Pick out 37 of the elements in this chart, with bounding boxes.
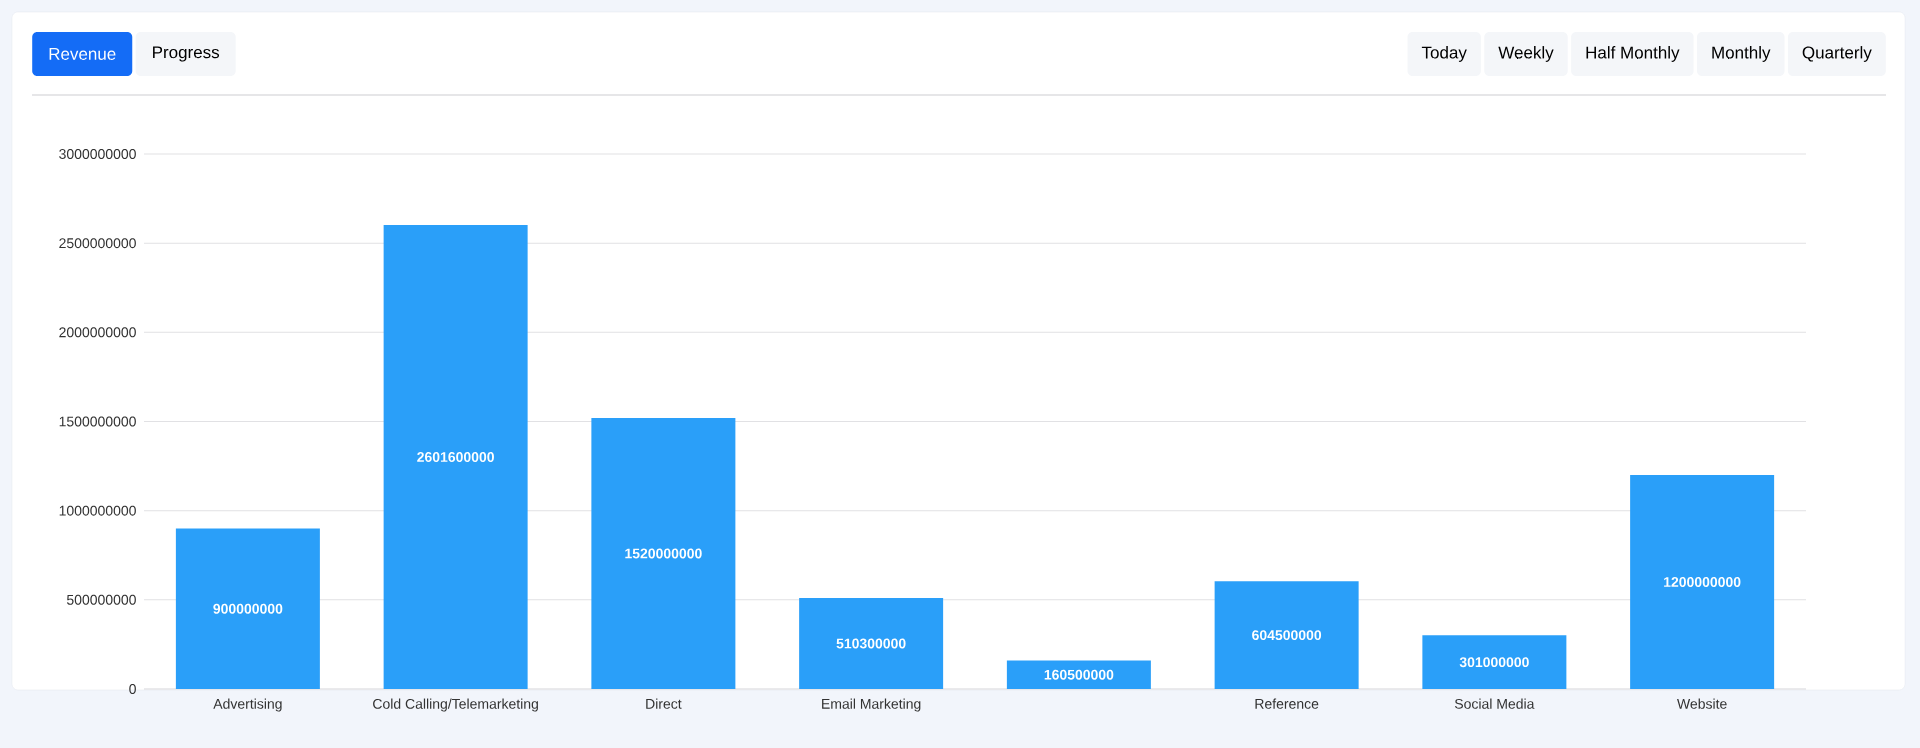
text: Today [1421,46,1467,62]
bar [799,598,944,689]
x-tick-label: Reference [1255,698,1319,709]
bar [175,528,320,689]
text: Revenue [49,48,116,60]
y-tick-label: 500000000 [66,594,136,605]
data-label: 510300000 [836,638,906,649]
y-tick-label: 2000000000 [59,327,136,338]
y-tick-label: 3000000000 [59,149,136,159]
y-tick-label: 1500000000 [59,416,136,427]
x-tick-label: Email Marketing [822,698,921,712]
bar [1422,635,1567,689]
x-tick-label: Direct [646,698,682,709]
text: Weekly [1498,46,1554,62]
text: Progress [153,46,220,62]
data-label: 1200000000 [1664,577,1741,587]
text: Monthly [1712,46,1771,62]
x-tick-label: Cold Calling/Telemarketing [373,698,538,712]
bar [383,225,528,689]
data-label: 160500000 [1044,669,1114,680]
bar [591,417,736,689]
text: Half Monthly [1586,46,1680,62]
text: Quarterly [1802,46,1872,62]
data-label: 604500000 [1252,630,1322,641]
x-tick-label: Advertising [213,698,282,712]
x-tick-label: Website [1677,698,1727,709]
y-tick-label: 2500000000 [59,238,136,249]
data-label: 900000000 [213,603,283,614]
bar [1214,581,1359,689]
data-label: 301000000 [1459,657,1529,668]
x-tick-label: Social Media [1454,698,1535,709]
data-label: 1520000000 [625,548,702,559]
bar [1630,475,1775,689]
bar [1006,660,1151,689]
y-tick-label: 0 [129,684,136,694]
y-tick-label: 1000000000 [59,505,136,516]
data-label: 2601600000 [417,452,494,462]
